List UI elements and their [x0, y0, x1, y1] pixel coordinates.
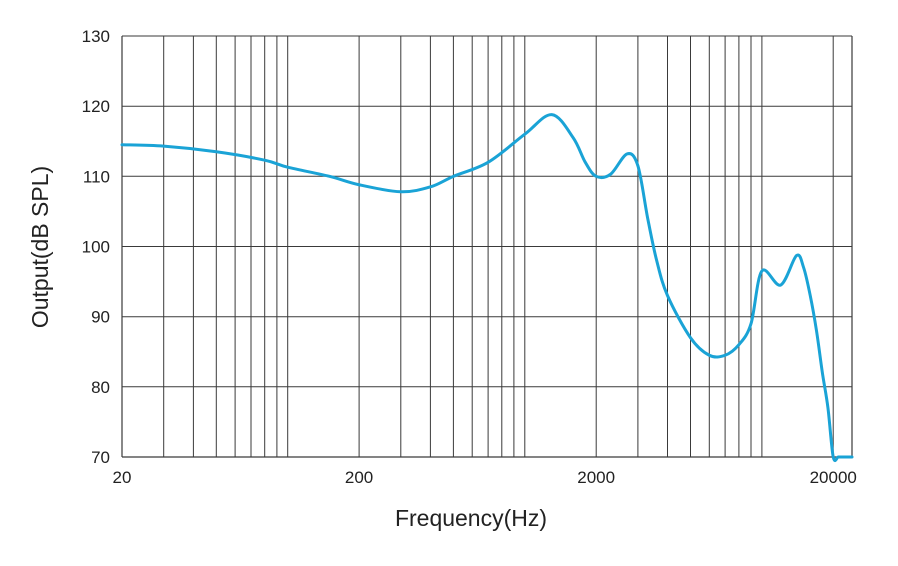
- tick-labels: 70 80 90 100 110 120 130 20 200 2000 20000: [82, 27, 857, 487]
- y-tick-label: 70: [91, 448, 110, 467]
- y-tick-label: 120: [82, 97, 110, 116]
- y-axis-title: Output(dB SPL): [27, 166, 53, 328]
- y-tick-label: 130: [82, 27, 110, 46]
- y-tick-label: 100: [82, 238, 110, 257]
- grid: [122, 35, 852, 457]
- x-tick-label: 20000: [810, 468, 857, 487]
- response-curve-line: [120, 113, 854, 463]
- y-tick-label: 80: [91, 378, 110, 397]
- x-tick-label: 2000: [577, 468, 615, 487]
- y-tick-label: 90: [91, 308, 110, 327]
- x-tick-label: 200: [345, 468, 373, 487]
- x-axis-title: Frequency(Hz): [395, 505, 547, 531]
- x-tick-label: 20: [113, 468, 132, 487]
- axes: [121, 36, 853, 458]
- y-tick-label: 110: [83, 167, 110, 186]
